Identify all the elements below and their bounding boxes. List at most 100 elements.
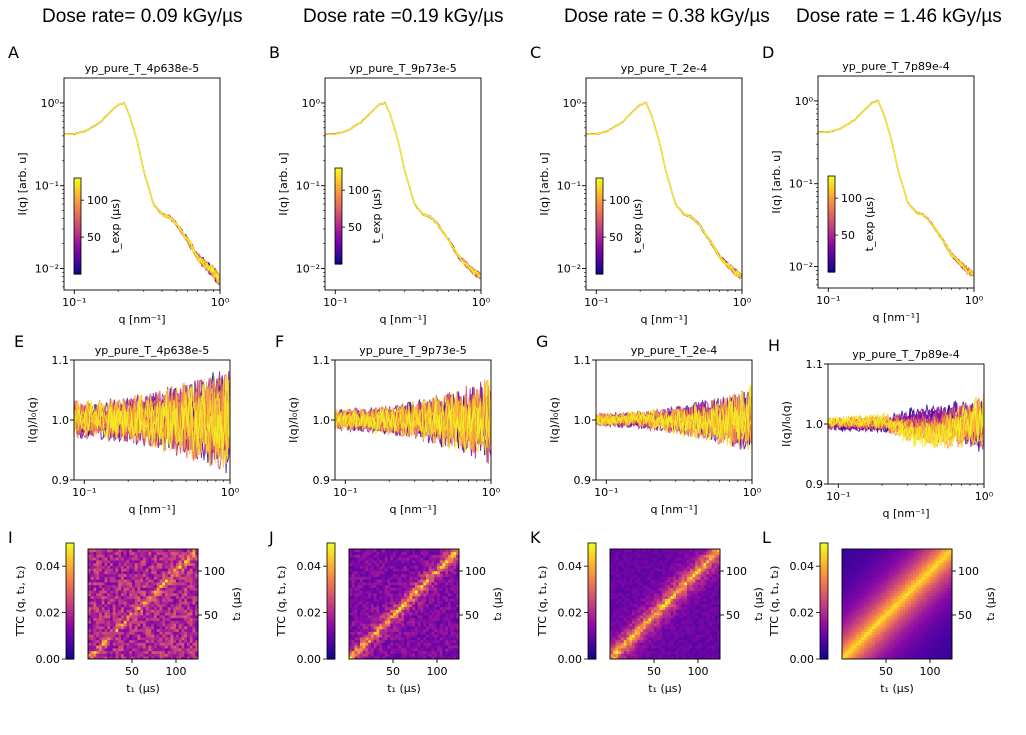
ttc-cell	[192, 551, 196, 555]
ttc-cell	[662, 568, 666, 572]
ttc-cell	[382, 582, 386, 586]
ttc-cell	[401, 587, 405, 591]
ttc-cell	[192, 653, 196, 657]
ttc-cell	[445, 551, 449, 555]
ttc-cell	[431, 631, 435, 635]
ttc-cell	[426, 554, 430, 558]
colorbar-segment	[596, 233, 603, 237]
ttc-cell	[673, 642, 677, 646]
ttc-cell	[621, 562, 625, 566]
ttc-cell	[676, 579, 680, 583]
ttc-cell	[162, 650, 166, 654]
ttc-cell	[417, 617, 421, 621]
ttc-cell	[181, 551, 185, 555]
ttc-cell	[357, 557, 361, 561]
ttc-cell	[189, 617, 193, 621]
ttc-cell	[632, 623, 636, 627]
ttc-cell	[453, 620, 457, 624]
ttc-cell	[99, 620, 103, 624]
panel-title: yp_pure_T_2e-4	[631, 344, 717, 357]
ttc-cell	[351, 551, 355, 555]
colorbar-segment	[828, 264, 835, 268]
ttc-cell	[118, 656, 122, 660]
ttc-cell	[189, 584, 193, 588]
ttc-cell	[148, 634, 152, 638]
ttc-cell	[368, 590, 372, 594]
ttc-cell	[621, 595, 625, 599]
ttc-cell	[362, 582, 366, 586]
ttc-cell	[121, 617, 125, 621]
ttc-cell	[349, 571, 353, 575]
ttc-cell	[423, 595, 427, 599]
ttc-cell	[662, 628, 666, 632]
ttc-cell	[420, 560, 424, 564]
ttc-cell	[648, 551, 652, 555]
ttc-cell	[404, 653, 408, 657]
ttc-cell	[412, 560, 416, 564]
ttc-cell	[437, 639, 441, 643]
ttc-cell	[129, 598, 133, 602]
ttc-cell	[162, 639, 166, 643]
ttc-cell	[176, 549, 180, 553]
ttc-cell	[137, 615, 141, 619]
ttc-cell	[626, 571, 630, 575]
ttc-cell	[121, 571, 125, 575]
ttc-cell	[621, 601, 625, 605]
ttc-cell	[129, 634, 133, 638]
ttc-cell	[423, 617, 427, 621]
ttc-cell	[648, 650, 652, 654]
ttc-cell	[623, 615, 627, 619]
ttc-cell	[615, 604, 619, 608]
ttc-cell	[678, 590, 682, 594]
ttc-cell	[178, 639, 182, 643]
ttc-cell	[423, 650, 427, 654]
ttc-cell	[156, 609, 160, 613]
ttc-cell	[442, 609, 446, 613]
colorbar-segment	[74, 197, 81, 201]
ttc-cell	[145, 609, 149, 613]
ttc-cell	[384, 554, 388, 558]
ttc-cell	[384, 639, 388, 643]
ttc-cell	[445, 571, 449, 575]
ttc-cell	[431, 584, 435, 588]
ttc-cell	[654, 637, 658, 641]
ttc-cell	[162, 648, 166, 652]
ttc-cell	[678, 551, 682, 555]
ttc-cell	[428, 587, 432, 591]
ttc-cell	[390, 582, 394, 586]
ttc-cell	[398, 549, 402, 553]
ttc-cell	[118, 576, 122, 580]
ttc-cell	[96, 565, 100, 569]
ttc-cell	[121, 612, 125, 616]
colorbar-segment	[828, 207, 835, 211]
ttc-cell	[107, 612, 111, 616]
ttc-cell	[195, 639, 199, 643]
ttc-cell	[667, 642, 671, 646]
ttc-cell	[362, 595, 366, 599]
ttc-cell	[656, 582, 660, 586]
colorbar-segment	[596, 247, 603, 251]
ttc-cell	[398, 562, 402, 566]
ttc-cell	[145, 612, 149, 616]
ttc-cell	[195, 593, 199, 597]
ttc-cell	[431, 587, 435, 591]
ttc-cell	[176, 634, 180, 638]
ttc-cell	[439, 637, 443, 641]
ttc-cell	[621, 590, 625, 594]
ttc-cell	[192, 573, 196, 577]
ttc-cell	[409, 571, 413, 575]
ttc-cell	[148, 628, 152, 632]
ttc-cell	[360, 565, 364, 569]
ttc-cell	[632, 653, 636, 657]
ttc-cell	[126, 579, 130, 583]
ttc-cell	[357, 645, 361, 649]
ttc-cell	[643, 626, 647, 630]
ttc-cell	[659, 626, 663, 630]
ttc-cell	[645, 601, 649, 605]
ttc-cell	[137, 617, 141, 621]
ttc-cell	[154, 637, 158, 641]
ttc-cell	[165, 587, 169, 591]
ttc-cell	[412, 639, 416, 643]
ttc-cell	[354, 554, 358, 558]
ttc-cell	[621, 620, 625, 624]
